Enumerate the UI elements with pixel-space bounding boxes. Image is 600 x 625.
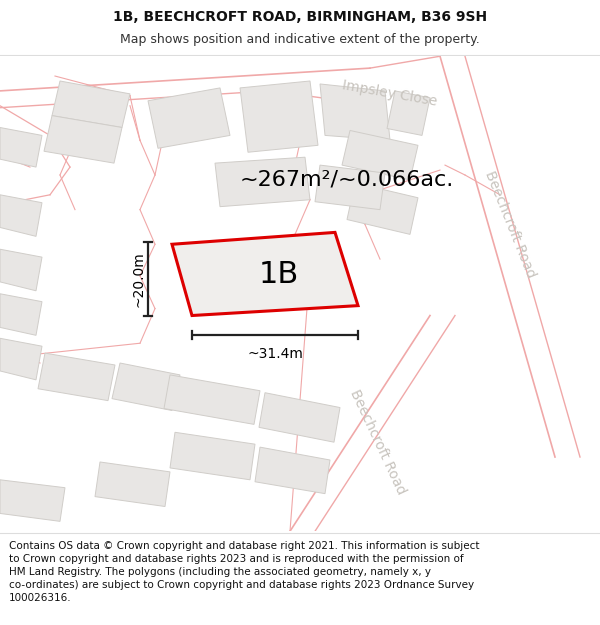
Text: ~20.0m: ~20.0m <box>131 251 145 307</box>
Polygon shape <box>170 432 255 480</box>
Polygon shape <box>255 447 330 494</box>
Polygon shape <box>172 232 358 316</box>
Polygon shape <box>164 375 260 424</box>
Polygon shape <box>315 165 385 209</box>
Polygon shape <box>38 353 115 401</box>
Polygon shape <box>52 81 130 127</box>
Text: ~267m²/~0.066ac.: ~267m²/~0.066ac. <box>240 170 454 190</box>
Text: Map shows position and indicative extent of the property.: Map shows position and indicative extent… <box>120 33 480 46</box>
Polygon shape <box>44 116 122 163</box>
Text: Beechcroft Road: Beechcroft Road <box>482 169 538 280</box>
Polygon shape <box>215 157 310 207</box>
Polygon shape <box>0 294 42 335</box>
Polygon shape <box>0 480 65 521</box>
Text: 1B: 1B <box>259 260 299 289</box>
Text: Impsley Close: Impsley Close <box>341 79 439 109</box>
Polygon shape <box>240 81 318 152</box>
Polygon shape <box>148 88 230 148</box>
Polygon shape <box>387 91 430 136</box>
Text: Beechcroft Road: Beechcroft Road <box>347 388 409 497</box>
Text: 1B, BEECHCROFT ROAD, BIRMINGHAM, B36 9SH: 1B, BEECHCROFT ROAD, BIRMINGHAM, B36 9SH <box>113 10 487 24</box>
Polygon shape <box>347 183 418 234</box>
Polygon shape <box>0 127 42 167</box>
Polygon shape <box>0 195 42 236</box>
Polygon shape <box>320 84 390 141</box>
Polygon shape <box>112 363 180 411</box>
Text: Contains OS data © Crown copyright and database right 2021. This information is : Contains OS data © Crown copyright and d… <box>9 541 479 603</box>
Polygon shape <box>342 131 418 180</box>
Polygon shape <box>0 338 42 380</box>
Polygon shape <box>0 249 42 291</box>
Polygon shape <box>259 392 340 442</box>
Polygon shape <box>95 462 170 506</box>
Text: ~31.4m: ~31.4m <box>247 348 303 361</box>
